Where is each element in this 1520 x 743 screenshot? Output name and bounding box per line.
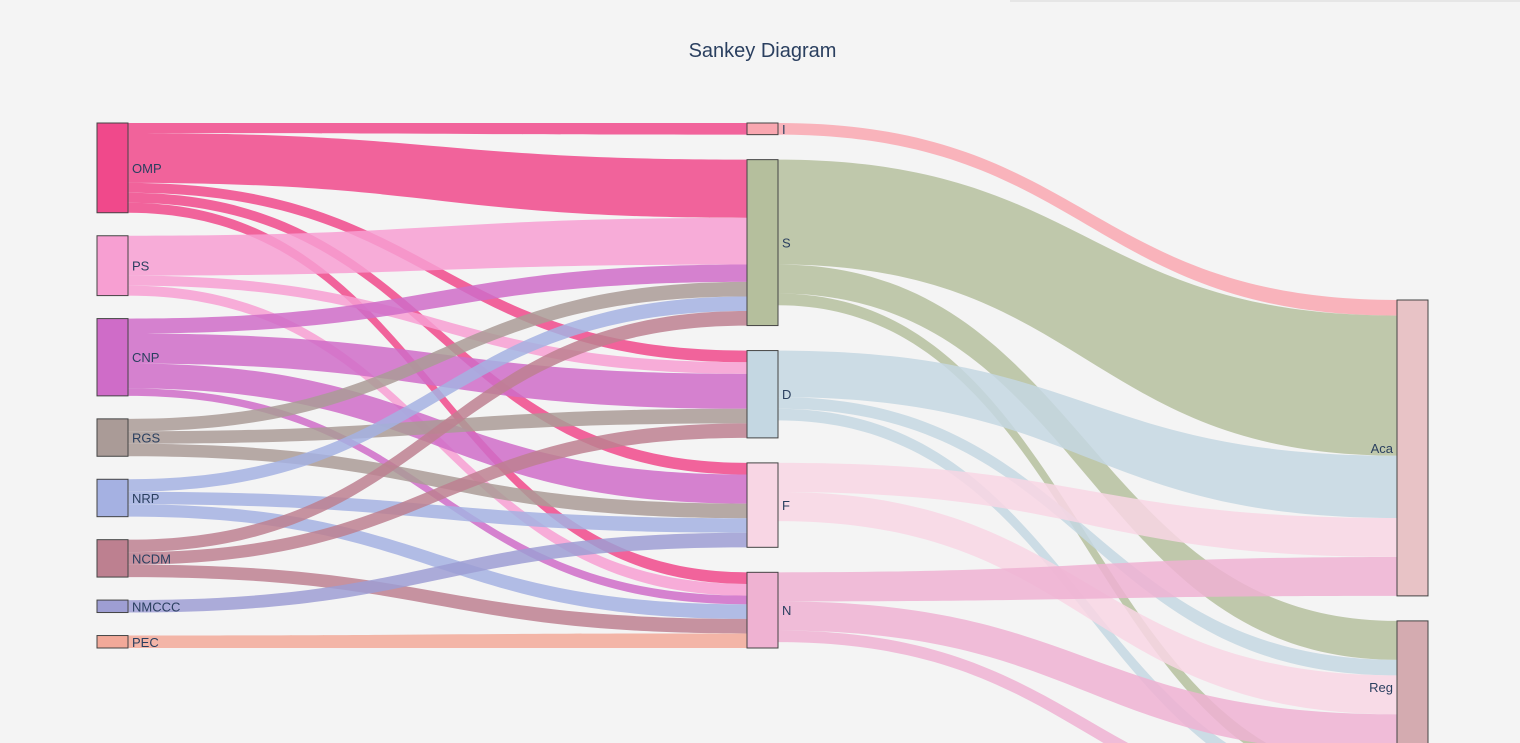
node-s[interactable]: [746, 159, 779, 327]
link-omp-to-i[interactable]: [128, 123, 747, 135]
link-d-to-reg[interactable]: [778, 397, 1397, 676]
link-ncdm-to-d[interactable]: [128, 423, 747, 565]
node-omp[interactable]: [96, 122, 129, 214]
node-cnp[interactable]: [96, 318, 129, 397]
link-ncdm-to-s[interactable]: [128, 311, 747, 553]
link-nrp-to-n[interactable]: [128, 504, 747, 619]
node-label-rgs: RGS: [132, 431, 161, 446]
sankey-labels: OMPPSCNPRGSNRPNCDMNMCCCPECISDFNAcaRegOth: [132, 122, 1394, 695]
node-label-nrp: NRP: [132, 491, 159, 506]
node-label-ps: PS: [132, 259, 150, 274]
link-nrp-to-s[interactable]: [128, 296, 747, 492]
link-pec-to-n[interactable]: [128, 633, 747, 648]
node-i[interactable]: [746, 122, 779, 136]
node-nrp[interactable]: [96, 478, 129, 518]
node-label-nmccc: NMCCC: [132, 599, 180, 614]
node-nmccc[interactable]: [96, 599, 129, 614]
link-n-to-reg[interactable]: [778, 601, 1397, 743]
link-omp-to-d[interactable]: [128, 182, 747, 363]
link-omp-to-f[interactable]: [128, 192, 747, 475]
node-label-f: F: [782, 498, 790, 513]
node-label-cnp: CNP: [132, 350, 159, 365]
link-n-to-oth[interactable]: [778, 630, 1397, 743]
node-reg[interactable]: [1396, 620, 1429, 743]
link-cnp-to-s[interactable]: [128, 264, 747, 334]
node-n[interactable]: [746, 571, 779, 649]
node-d[interactable]: [746, 350, 779, 439]
node-rgs[interactable]: [96, 418, 129, 457]
node-label-omp: OMP: [132, 161, 162, 176]
node-f[interactable]: [746, 462, 779, 548]
node-aca[interactable]: [1396, 299, 1429, 597]
node-label-s: S: [782, 236, 791, 251]
link-ncdm-to-n[interactable]: [128, 564, 747, 634]
link-d-to-aca[interactable]: [778, 350, 1397, 519]
link-s-to-aca[interactable]: [778, 159, 1397, 456]
sankey-links: [128, 123, 1397, 743]
node-label-i: I: [782, 122, 786, 137]
node-pec[interactable]: [96, 635, 129, 649]
modebar-strip: [1010, 0, 1520, 2]
chart-title: Sankey Diagram: [688, 40, 837, 62]
link-f-to-aca[interactable]: [778, 462, 1397, 557]
node-label-aca: Aca: [1371, 441, 1394, 456]
node-ncdm[interactable]: [96, 539, 129, 578]
link-nrp-to-f[interactable]: [128, 491, 747, 533]
link-f-to-reg[interactable]: [778, 492, 1397, 715]
link-ps-to-d[interactable]: [128, 275, 747, 374]
link-i-to-aca[interactable]: [778, 123, 1397, 316]
node-label-reg: Reg: [1369, 680, 1393, 695]
link-nmccc-to-f[interactable]: [128, 532, 747, 613]
node-label-pec: PEC: [132, 635, 159, 650]
node-ps[interactable]: [96, 235, 129, 297]
node-label-n: N: [782, 603, 791, 618]
link-omp-to-s[interactable]: [128, 132, 747, 218]
sankey-nodes: [96, 122, 1429, 743]
node-label-ncdm: NCDM: [132, 551, 171, 566]
node-label-d: D: [782, 387, 791, 402]
link-n-to-aca[interactable]: [778, 556, 1397, 602]
link-cnp-to-d[interactable]: [128, 333, 747, 409]
link-s-to-reg[interactable]: [778, 264, 1397, 660]
link-rgs-to-s[interactable]: [128, 281, 747, 432]
link-ps-to-s[interactable]: [128, 217, 747, 276]
